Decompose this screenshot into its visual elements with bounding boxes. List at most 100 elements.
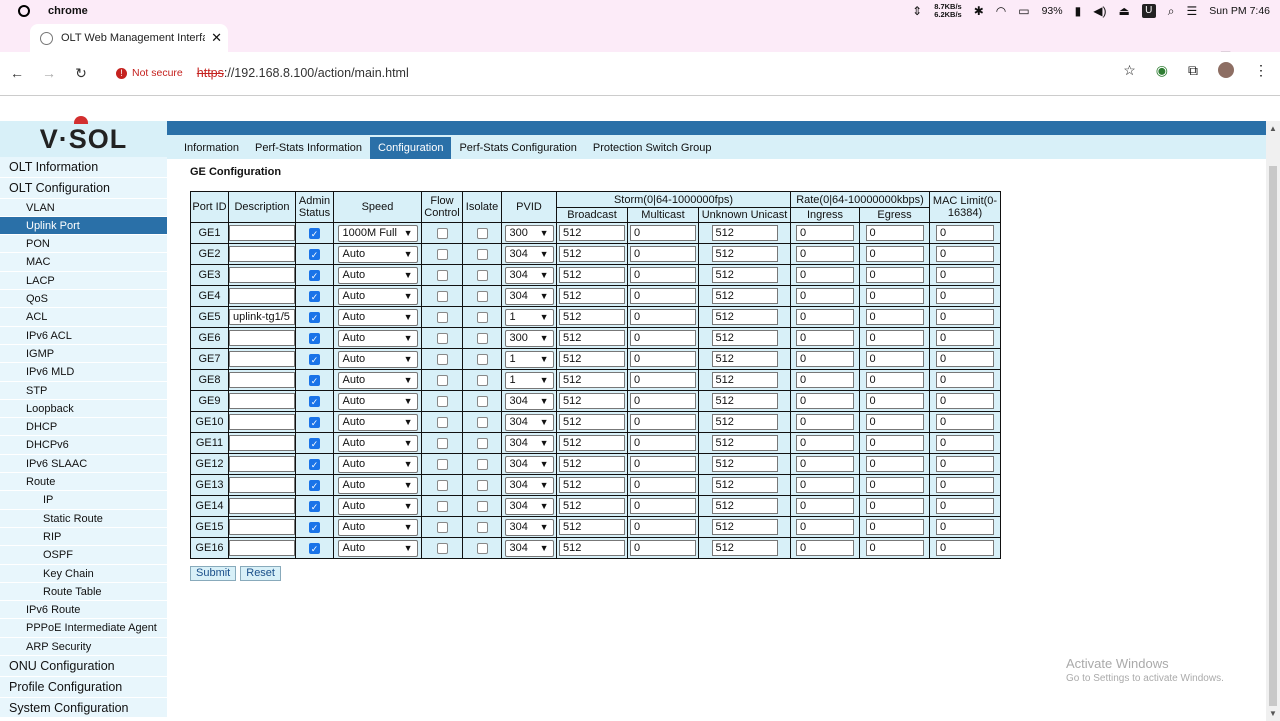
reload-icon[interactable]: ↻ xyxy=(75,64,87,81)
isolate-checkbox[interactable] xyxy=(476,248,488,260)
unknown-unicast-input[interactable]: 512 xyxy=(711,498,778,514)
pvid-select[interactable]: 304 ▼ xyxy=(504,518,554,536)
extensions-puzzle-icon[interactable]: ⧉ xyxy=(1188,62,1198,78)
description-input[interactable] xyxy=(229,540,295,556)
isolate-checkbox[interactable] xyxy=(476,458,488,470)
speed-select[interactable]: Auto ▼ xyxy=(337,539,418,557)
tab-protection-switch-group[interactable]: Protection Switch Group xyxy=(592,142,712,154)
isolate-checkbox[interactable] xyxy=(476,332,488,344)
admin-status-checkbox[interactable]: ✓ xyxy=(309,416,320,428)
egress-input[interactable]: 0 xyxy=(865,414,924,430)
egress-input[interactable]: 0 xyxy=(865,267,924,283)
egress-input[interactable]: 0 xyxy=(865,393,924,409)
mac-limit-input[interactable]: 0 xyxy=(936,246,994,262)
flow-control-checkbox[interactable] xyxy=(436,311,448,323)
multicast-input[interactable]: 0 xyxy=(630,351,696,367)
pvid-select[interactable]: 304 ▼ xyxy=(504,245,554,263)
description-input[interactable] xyxy=(229,456,295,472)
tab-perf-stats-information[interactable]: Perf-Stats Information xyxy=(255,142,363,154)
multicast-input[interactable]: 0 xyxy=(630,414,696,430)
isolate-checkbox[interactable] xyxy=(476,479,488,491)
ingress-input[interactable]: 0 xyxy=(796,456,854,472)
browser-tab[interactable]: OLT Web Management Interface ✕ xyxy=(30,24,228,52)
flow-control-checkbox[interactable] xyxy=(436,416,448,428)
multicast-input[interactable]: 0 xyxy=(630,309,696,325)
speed-select[interactable]: Auto ▼ xyxy=(337,476,418,494)
admin-status-checkbox[interactable]: ✓ xyxy=(309,437,320,449)
egress-input[interactable]: 0 xyxy=(865,498,924,514)
egress-input[interactable]: 0 xyxy=(865,477,924,493)
sidebar-item-static-route[interactable]: Static Route xyxy=(0,509,167,528)
admin-status-checkbox[interactable]: ✓ xyxy=(309,479,320,491)
description-input[interactable] xyxy=(229,519,295,535)
mac-limit-input[interactable]: 0 xyxy=(936,351,994,367)
sidebar-item-qos[interactable]: QoS xyxy=(0,290,167,309)
multicast-input[interactable]: 0 xyxy=(630,393,696,409)
battery-icon[interactable]: ▮ xyxy=(1074,4,1082,18)
broadcast-input[interactable]: 512 xyxy=(559,519,625,535)
sidebar-item-pon[interactable]: PON xyxy=(0,235,167,254)
scroll-up-icon[interactable]: ▲ xyxy=(1269,124,1277,133)
speed-select[interactable]: Auto ▼ xyxy=(337,287,418,305)
ingress-input[interactable]: 0 xyxy=(796,288,854,304)
sidebar-item-rip[interactable]: RIP xyxy=(0,527,167,547)
egress-input[interactable]: 0 xyxy=(865,435,924,451)
mac-limit-input[interactable]: 0 xyxy=(936,330,994,346)
broadcast-input[interactable]: 512 xyxy=(559,498,625,514)
pvid-select[interactable]: 304 ▼ xyxy=(504,539,554,557)
sidebar-item-olt-configuration[interactable]: OLT Configuration xyxy=(0,177,167,199)
speed-select[interactable]: Auto ▼ xyxy=(337,245,418,263)
ingress-input[interactable]: 0 xyxy=(796,540,854,556)
sidebar-item-ipv6-acl[interactable]: IPv6 ACL xyxy=(0,326,167,345)
egress-input[interactable]: 0 xyxy=(865,288,924,304)
security-indicator[interactable]: ! Not secure xyxy=(116,67,183,79)
broadcast-input[interactable]: 512 xyxy=(559,309,625,325)
admin-status-checkbox[interactable]: ✓ xyxy=(309,374,320,386)
isolate-checkbox[interactable] xyxy=(476,542,488,554)
ingress-input[interactable]: 0 xyxy=(796,519,854,535)
sidebar-item-vlan[interactable]: VLAN xyxy=(0,198,167,217)
egress-input[interactable]: 0 xyxy=(865,225,924,241)
admin-status-checkbox[interactable]: ✓ xyxy=(309,521,320,533)
flow-control-checkbox[interactable] xyxy=(436,227,448,239)
pvid-select[interactable]: 1 ▼ xyxy=(504,308,554,326)
speed-select[interactable]: Auto ▼ xyxy=(337,392,418,410)
admin-status-checkbox[interactable]: ✓ xyxy=(309,500,320,512)
multicast-input[interactable]: 0 xyxy=(630,435,696,451)
description-input[interactable] xyxy=(229,477,295,493)
description-input[interactable] xyxy=(229,372,295,388)
sidebar-item-key-chain[interactable]: Key Chain xyxy=(0,564,167,583)
broadcast-input[interactable]: 512 xyxy=(559,351,625,367)
bookmark-star-icon[interactable]: ☆ xyxy=(1123,62,1136,78)
unknown-unicast-input[interactable]: 512 xyxy=(711,225,778,241)
multicast-input[interactable]: 0 xyxy=(630,246,696,262)
speed-select[interactable]: Auto ▼ xyxy=(337,455,418,473)
isolate-checkbox[interactable] xyxy=(476,227,488,239)
sidebar-item-profile-configuration[interactable]: Profile Configuration xyxy=(0,676,167,698)
sidebar-item-lacp[interactable]: LACP xyxy=(0,271,167,291)
admin-status-checkbox[interactable]: ✓ xyxy=(309,458,320,470)
back-icon[interactable]: ← xyxy=(10,65,24,81)
speed-select[interactable]: Auto ▼ xyxy=(337,308,418,326)
description-input[interactable] xyxy=(229,246,295,262)
wifi-icon[interactable]: ◠ xyxy=(995,4,1007,18)
multicast-input[interactable]: 0 xyxy=(630,267,696,283)
multicast-input[interactable]: 0 xyxy=(630,477,696,493)
description-input[interactable] xyxy=(229,351,295,367)
flow-control-checkbox[interactable] xyxy=(436,353,448,365)
admin-status-checkbox[interactable]: ✓ xyxy=(309,248,320,260)
volume-icon[interactable]: ◀) xyxy=(1093,4,1107,18)
ingress-input[interactable]: 0 xyxy=(796,351,854,367)
u-app-icon[interactable]: U xyxy=(1141,4,1156,18)
eject-icon[interactable]: ⏏ xyxy=(1118,4,1130,18)
description-input[interactable] xyxy=(229,393,295,409)
egress-input[interactable]: 0 xyxy=(865,330,924,346)
flow-control-checkbox[interactable] xyxy=(436,542,448,554)
pvid-select[interactable]: 304 ▼ xyxy=(504,266,554,284)
isolate-checkbox[interactable] xyxy=(476,416,488,428)
speed-select[interactable]: Auto ▼ xyxy=(337,518,418,536)
mac-limit-input[interactable]: 0 xyxy=(936,435,994,451)
multicast-input[interactable]: 0 xyxy=(630,330,696,346)
broadcast-input[interactable]: 512 xyxy=(559,372,625,388)
unknown-unicast-input[interactable]: 512 xyxy=(711,330,778,346)
